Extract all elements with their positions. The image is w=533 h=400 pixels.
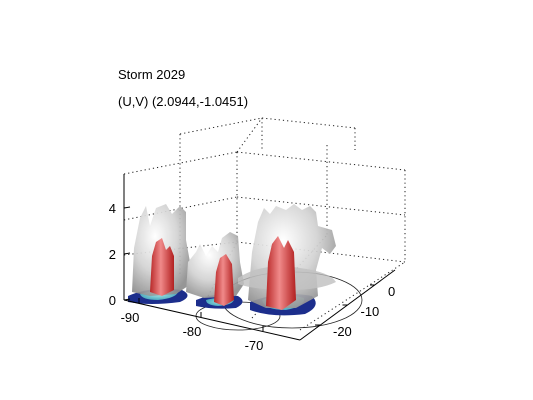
grid-back-wall <box>236 145 406 263</box>
grid-top <box>179 117 356 153</box>
tick-group: 0 2 4 -90 -80 -70 0 -10 -20 <box>109 201 395 353</box>
z-axis-tick-mark <box>123 298 131 301</box>
y-axis-tick-label: -20 <box>333 324 352 339</box>
z-axis-tick-label: 2 <box>109 247 116 262</box>
y-axis-tick-label: 0 <box>388 284 395 299</box>
z-axis-tick-label: 4 <box>109 201 116 216</box>
z-axis-tick-label: 0 <box>109 293 116 308</box>
inner-isosurface <box>150 236 296 310</box>
chart-subtitle: (U,V) (2.0944,-1.0451) <box>118 94 249 109</box>
x-axis-tick-label: -80 <box>183 324 202 339</box>
y-axis-tick-label: -10 <box>361 304 380 319</box>
x-axis-tick-label: -90 <box>121 310 140 325</box>
z-axis-tick-mark <box>123 206 131 209</box>
x-axis-line <box>123 299 301 341</box>
z-axis-tick-mark <box>123 252 131 255</box>
x-axis-tick-label: -70 <box>245 338 264 353</box>
chart-title: Storm 2029 <box>118 67 186 82</box>
